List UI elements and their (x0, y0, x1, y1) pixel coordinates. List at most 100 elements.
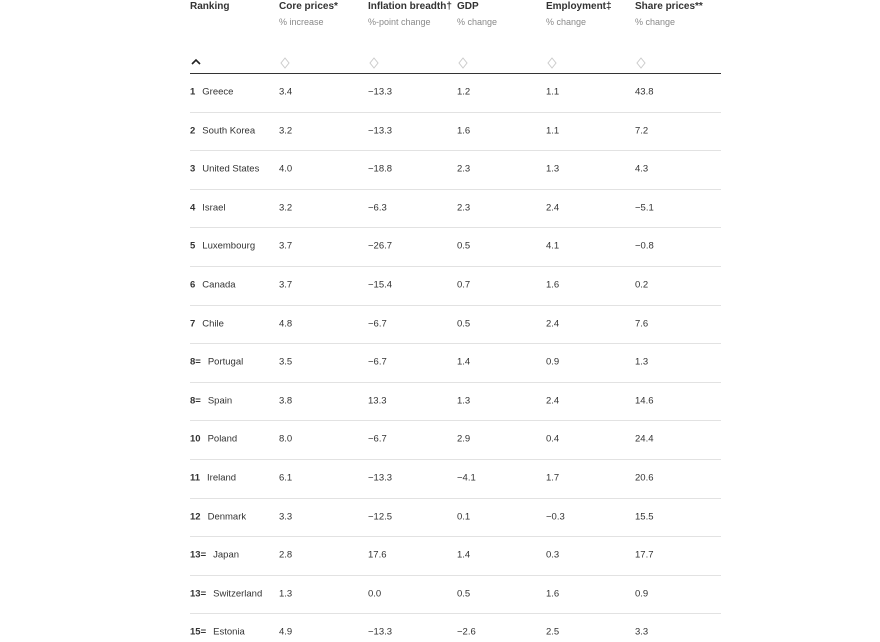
rank: 15= (190, 626, 207, 638)
country: Denmark (207, 511, 247, 523)
rank: 12 (190, 511, 201, 523)
ranking-cell: 6 Canada (190, 280, 236, 291)
value-cell: 2.3 (457, 163, 471, 175)
row-divider (190, 111, 721, 113)
rank: 8= (190, 356, 201, 368)
sort-icon[interactable] (279, 56, 291, 70)
country: Japan (213, 549, 240, 561)
value-cell: 0.7 (457, 279, 471, 291)
value-cell: −12.5 (368, 511, 393, 523)
ranking-cell: 13= Japan (190, 550, 239, 561)
value-cell: 3.7 (279, 279, 293, 291)
value-cell: 1.6 (546, 588, 560, 600)
value-cell: −6.7 (368, 318, 387, 330)
value-cell: −15.4 (368, 279, 393, 291)
ranking-cell: 15= Estonia (190, 627, 245, 638)
country: South Korea (202, 125, 256, 137)
country: United States (202, 163, 260, 175)
value-cell: 8.0 (279, 433, 293, 445)
rank: 13= (190, 549, 207, 561)
value-cell: 2.8 (279, 549, 293, 561)
ranking-cell: 12 Denmark (190, 511, 246, 522)
value-cell: 0.5 (457, 240, 471, 252)
ranking-cell: 8= Portugal (190, 357, 243, 368)
value-cell: 1.3 (457, 395, 471, 407)
column-header: Inflation breadth† (368, 1, 452, 12)
country: Israel (202, 202, 226, 214)
country: Luxembourg (202, 240, 256, 252)
value-cell: 1.6 (546, 279, 560, 291)
value-cell: 1.2 (457, 86, 471, 98)
value-cell: 1.7 (546, 472, 560, 484)
row-divider (190, 343, 721, 345)
value-cell: 4.8 (279, 318, 293, 330)
row-divider (190, 458, 721, 460)
value-cell: 4.3 (635, 163, 649, 175)
sort-caret[interactable] (190, 56, 202, 70)
value-cell: −13.3 (368, 626, 393, 638)
row-divider (190, 497, 721, 499)
value-cell: 2.4 (546, 202, 560, 214)
ranking-cell: 13= Switzerland (190, 588, 262, 599)
value-cell: 1.1 (546, 86, 560, 98)
value-cell: 0.9 (546, 356, 560, 368)
value-cell: 2.4 (546, 318, 560, 330)
rank: 8= (190, 395, 201, 407)
value-cell: 24.4 (635, 433, 654, 445)
value-cell: −6.3 (368, 202, 387, 214)
value-cell: 0.5 (457, 588, 471, 600)
country: Poland (207, 433, 238, 445)
sort-icon[interactable] (546, 56, 558, 70)
value-cell: 7.2 (635, 125, 649, 137)
value-cell: 3.5 (279, 356, 293, 368)
column-header: GDP (457, 1, 479, 12)
row-divider (190, 188, 721, 190)
ranking-cell: 4 Israel (190, 202, 226, 213)
sort-icon[interactable] (635, 56, 647, 70)
value-cell: 0.9 (635, 588, 649, 600)
value-cell: 4.0 (279, 163, 293, 175)
value-cell: 2.5 (546, 626, 560, 638)
value-cell: 2.4 (546, 395, 560, 407)
row-divider (190, 381, 721, 383)
value-cell: 1.6 (457, 125, 471, 137)
ranking-cell: 7 Chile (190, 318, 224, 329)
column-subtitle: % change (546, 17, 587, 27)
country: Greece (202, 86, 234, 98)
row-divider (190, 304, 721, 306)
sort-icon[interactable] (457, 56, 469, 70)
value-cell: 0.0 (368, 588, 382, 600)
value-cell: 3.3 (635, 626, 649, 638)
value-cell: −4.1 (457, 472, 476, 484)
rank: 6 (190, 279, 196, 291)
column-header: Share prices** (635, 1, 703, 12)
value-cell: 0.5 (457, 318, 471, 330)
ranking-cell: 3 United States (190, 164, 259, 175)
value-cell: 15.5 (635, 511, 654, 523)
country: Estonia (213, 626, 245, 638)
value-cell: −6.7 (368, 433, 387, 445)
value-cell: −0.8 (635, 240, 654, 252)
value-cell: −5.1 (635, 202, 654, 214)
value-cell: 17.6 (368, 549, 387, 561)
value-cell: 1.4 (457, 356, 471, 368)
value-cell: 20.6 (635, 472, 654, 484)
row-divider (190, 536, 721, 538)
rank: 10 (190, 433, 201, 445)
value-cell: 3.8 (279, 395, 293, 407)
row-divider (190, 574, 721, 576)
value-cell: −2.6 (457, 626, 476, 638)
ranking-cell: 1 Greece (190, 87, 233, 98)
value-cell: 43.8 (635, 86, 654, 98)
country: Switzerland (213, 588, 263, 600)
sort-icon[interactable] (368, 56, 380, 70)
row-divider (190, 613, 721, 615)
value-cell: 0.4 (546, 433, 560, 445)
column-subtitle: % change (635, 17, 676, 27)
country: Chile (202, 318, 224, 330)
value-cell: −0.3 (546, 511, 565, 523)
value-cell: 1.3 (635, 356, 649, 368)
value-cell: 3.2 (279, 202, 293, 214)
value-cell: 3.7 (279, 240, 293, 252)
